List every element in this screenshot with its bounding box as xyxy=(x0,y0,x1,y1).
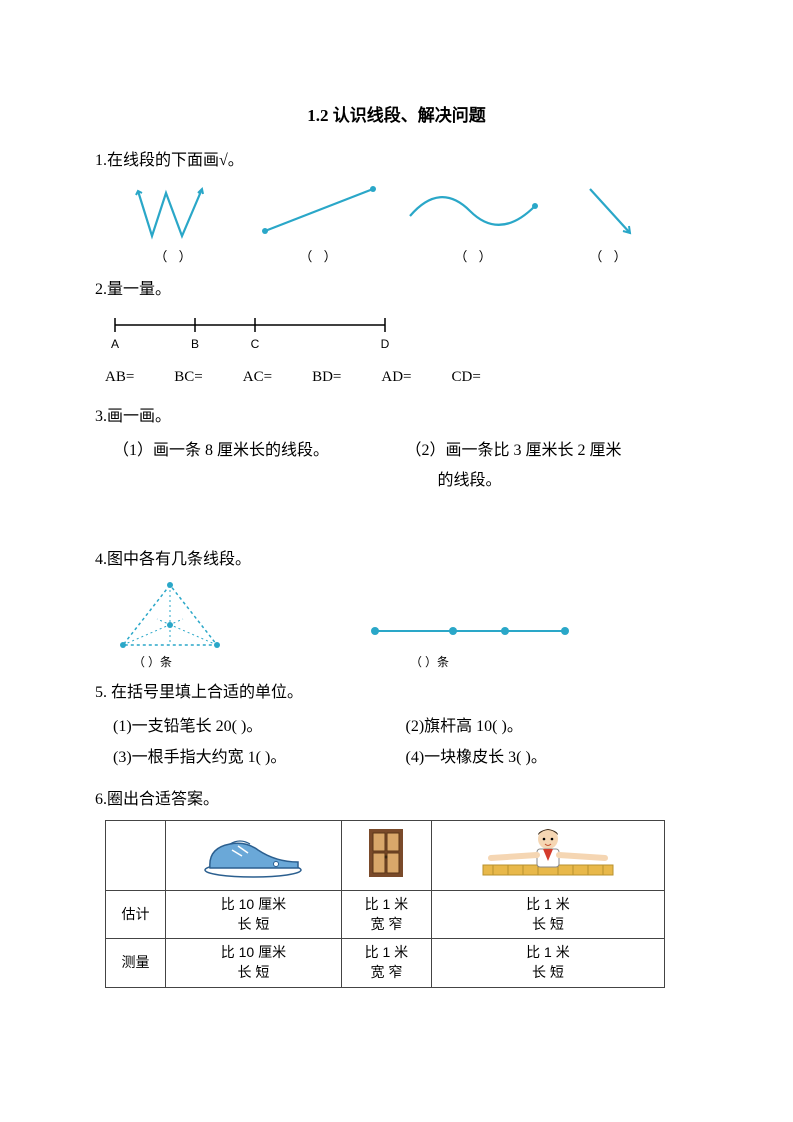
q5-2[interactable]: (2)旗杆高 10( )。 xyxy=(406,712,699,742)
q5-4[interactable]: (4)一块橡皮长 3( )。 xyxy=(406,743,699,773)
q6-table: 估计 比 10 厘米长 短 比 1 米宽 窄 比 1 米长 短 测量 比 10 … xyxy=(105,820,665,988)
q6-estimate-row: 估计 比 10 厘米长 短 比 1 米宽 窄 比 1 米长 短 xyxy=(106,891,665,939)
q3-sub2b: 的线段。 xyxy=(406,466,699,496)
q2-bc[interactable]: BC= xyxy=(174,363,202,392)
q4-fig-triangle: （ ）条 xyxy=(105,579,365,674)
q5-prompt: 5. 在括号里填上合适的单位。 xyxy=(95,678,698,708)
q6-prompt: 6.圈出合适答案。 xyxy=(95,785,698,815)
q3-sub2a: （2）画一条比 3 厘米长 2 厘米 xyxy=(406,436,699,466)
diagonal-arrow-icon xyxy=(575,181,645,241)
q2-ac[interactable]: AC= xyxy=(243,363,272,392)
q5-3[interactable]: (3)一根手指大约宽 1( )。 xyxy=(113,743,406,773)
q1-fig-zigzag: （ ） xyxy=(105,181,245,270)
page-title: 1.2 认识线段、解决问题 xyxy=(95,100,698,132)
q4-figures-row: （ ）条 （ ）条 xyxy=(95,579,698,674)
q6-shoe-cell xyxy=(166,820,342,891)
q6-measure-row: 测量 比 10 厘米长 短 比 1 米宽 窄 比 1 米长 短 xyxy=(106,939,665,987)
door-icon xyxy=(361,825,411,881)
segment-dots-icon xyxy=(365,611,575,651)
q1-fig-line: （ ） xyxy=(245,181,395,270)
q3-sub2: （2）画一条比 3 厘米长 2 厘米 的线段。 xyxy=(406,436,699,497)
q1-paren-4[interactable]: （ ） xyxy=(589,245,630,270)
q6-estimate-label: 估计 xyxy=(106,891,166,939)
number-line-icon: A B C D xyxy=(105,310,405,352)
q6-est-c1[interactable]: 比 10 厘米长 短 xyxy=(166,891,342,939)
zigzag-shape-icon xyxy=(130,181,220,241)
q4-prompt: 4.图中各有几条线段。 xyxy=(95,545,698,575)
worksheet-page: 1.2 认识线段、解决问题 1.在线段的下面画√。 （ ） （ ） xyxy=(0,0,793,1122)
svg-text:B: B xyxy=(191,337,199,351)
q1-paren-1[interactable]: （ ） xyxy=(154,245,195,270)
q2-prompt: 2.量一量。 xyxy=(95,275,698,305)
child-arms-icon xyxy=(473,825,623,881)
q3-sub1: （1）画一条 8 厘米长的线段。 xyxy=(113,436,406,497)
q3-subrow: （1）画一条 8 厘米长的线段。 （2）画一条比 3 厘米长 2 厘米 的线段。 xyxy=(95,436,698,497)
triangle-with-center-icon xyxy=(115,579,225,651)
q3-prompt: 3.画一画。 xyxy=(95,402,698,432)
q6-corner-cell xyxy=(106,820,166,891)
q1-paren-3[interactable]: （ ） xyxy=(454,245,495,270)
q5-row1: (1)一支铅笔长 20( )。 (2)旗杆高 10( )。 xyxy=(95,712,698,742)
q4-label-1[interactable]: （ ）条 xyxy=(115,651,172,674)
q2-number-line: A B C D xyxy=(95,310,698,363)
q5-row2: (3)一根手指大约宽 1( )。 (4)一块橡皮长 3( )。 xyxy=(95,743,698,773)
svg-text:D: D xyxy=(381,337,390,351)
q2-ab[interactable]: AB= xyxy=(105,363,134,392)
q6-est-c2[interactable]: 比 1 米宽 窄 xyxy=(341,891,431,939)
q6-est-c3[interactable]: 比 1 米长 短 xyxy=(431,891,664,939)
q1-paren-2[interactable]: （ ） xyxy=(299,245,340,270)
wave-shape-icon xyxy=(405,181,545,241)
shoe-icon xyxy=(198,826,308,880)
q4-fig-segment: （ ）条 xyxy=(365,611,605,674)
line-segment-icon xyxy=(255,181,385,241)
q6-door-cell xyxy=(341,820,431,891)
q2-ad[interactable]: AD= xyxy=(381,363,411,392)
q2-cd[interactable]: CD= xyxy=(452,363,481,392)
q1-fig-arrow: （ ） xyxy=(555,181,665,270)
q6-mea-c2[interactable]: 比 1 米宽 窄 xyxy=(341,939,431,987)
q1-prompt: 1.在线段的下面画√。 xyxy=(95,146,698,176)
q6-mea-c3[interactable]: 比 1 米长 短 xyxy=(431,939,664,987)
q6-mea-c1[interactable]: 比 10 厘米长 短 xyxy=(166,939,342,987)
q4-label-2[interactable]: （ ）条 xyxy=(365,651,449,674)
svg-text:A: A xyxy=(111,337,119,351)
q6-child-cell xyxy=(431,820,664,891)
q1-figures-row: （ ） （ ） （ ） （ ） xyxy=(95,181,698,270)
q1-fig-wave: （ ） xyxy=(395,181,555,270)
q5-1[interactable]: (1)一支铅笔长 20( )。 xyxy=(113,712,406,742)
svg-text:C: C xyxy=(251,337,260,351)
q6-images-row xyxy=(106,820,665,891)
q3-draw-area[interactable] xyxy=(95,497,698,545)
q2-measure-row: AB= BC= AC= BD= AD= CD= xyxy=(95,363,698,392)
q6-measure-label: 测量 xyxy=(106,939,166,987)
q2-bd[interactable]: BD= xyxy=(312,363,341,392)
